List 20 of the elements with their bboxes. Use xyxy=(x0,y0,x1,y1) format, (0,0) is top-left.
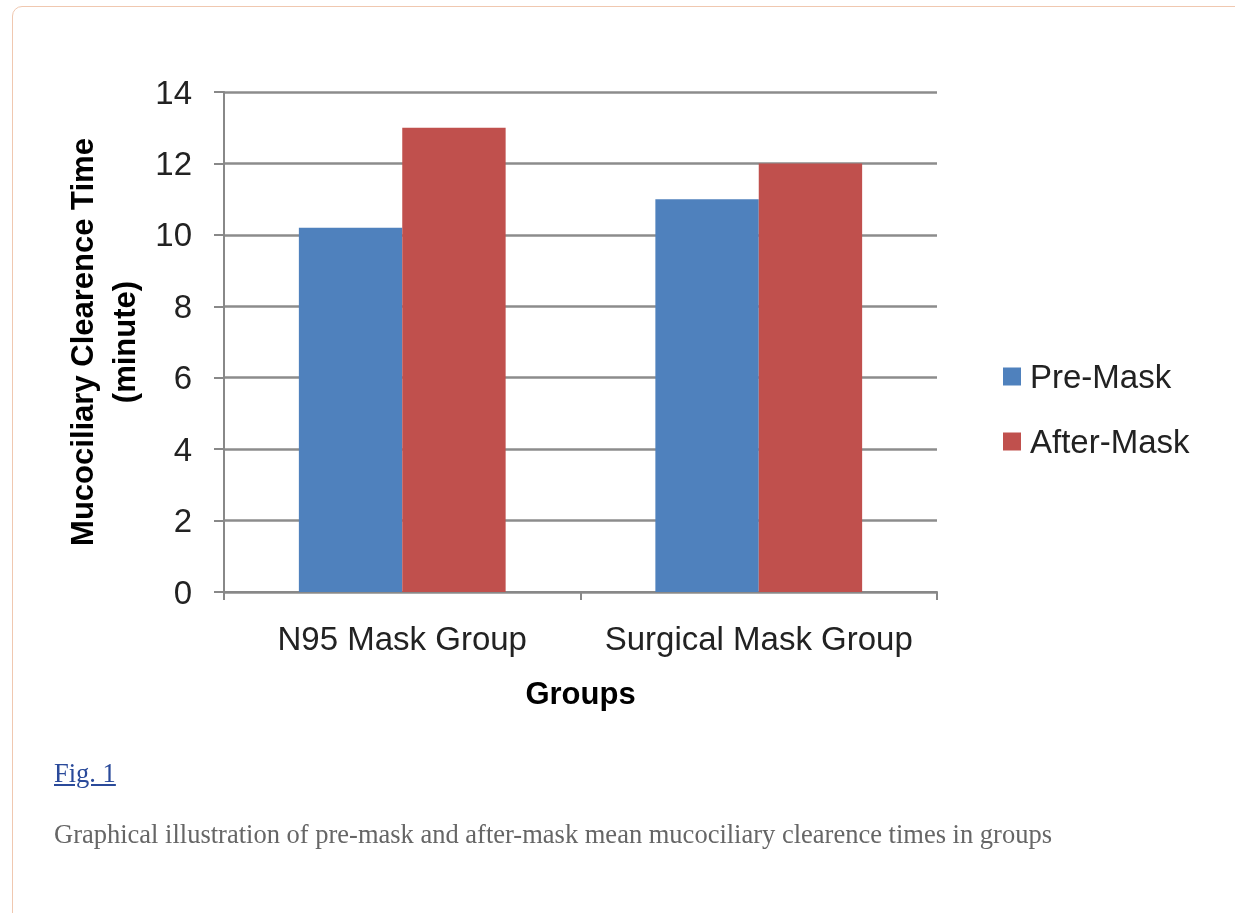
bar xyxy=(758,163,863,592)
y-axis-title: Mucociliary Clearence Time (minute) xyxy=(64,137,143,548)
legend-label: Pre-Mask xyxy=(1030,358,1172,395)
x-axis-title: Groups xyxy=(525,676,636,711)
text: Graphical illustration of pre-mask and after-mask mean mucociliary clearence times in groups xyxy=(54,819,1053,850)
y-tick-label: 6 xyxy=(173,359,192,397)
bar xyxy=(402,127,506,592)
y-tick-label: 12 xyxy=(155,144,192,182)
y-tick-label: 4 xyxy=(173,430,192,468)
y-tick-label: 2 xyxy=(173,502,192,540)
x-tick-label: Surgical Mask Group xyxy=(604,620,913,657)
x-tick-label: N95 Mask Group xyxy=(277,620,527,657)
y-tick-label: 0 xyxy=(173,573,192,611)
y-tick-label: 14 xyxy=(155,73,192,111)
bar xyxy=(298,227,403,592)
bar xyxy=(655,199,759,592)
y-tick-label: 10 xyxy=(155,216,192,254)
legend-label: After-Mask xyxy=(1030,423,1191,460)
y-tick-label: 8 xyxy=(173,287,192,325)
caption: Fig. 1 xyxy=(54,758,116,789)
